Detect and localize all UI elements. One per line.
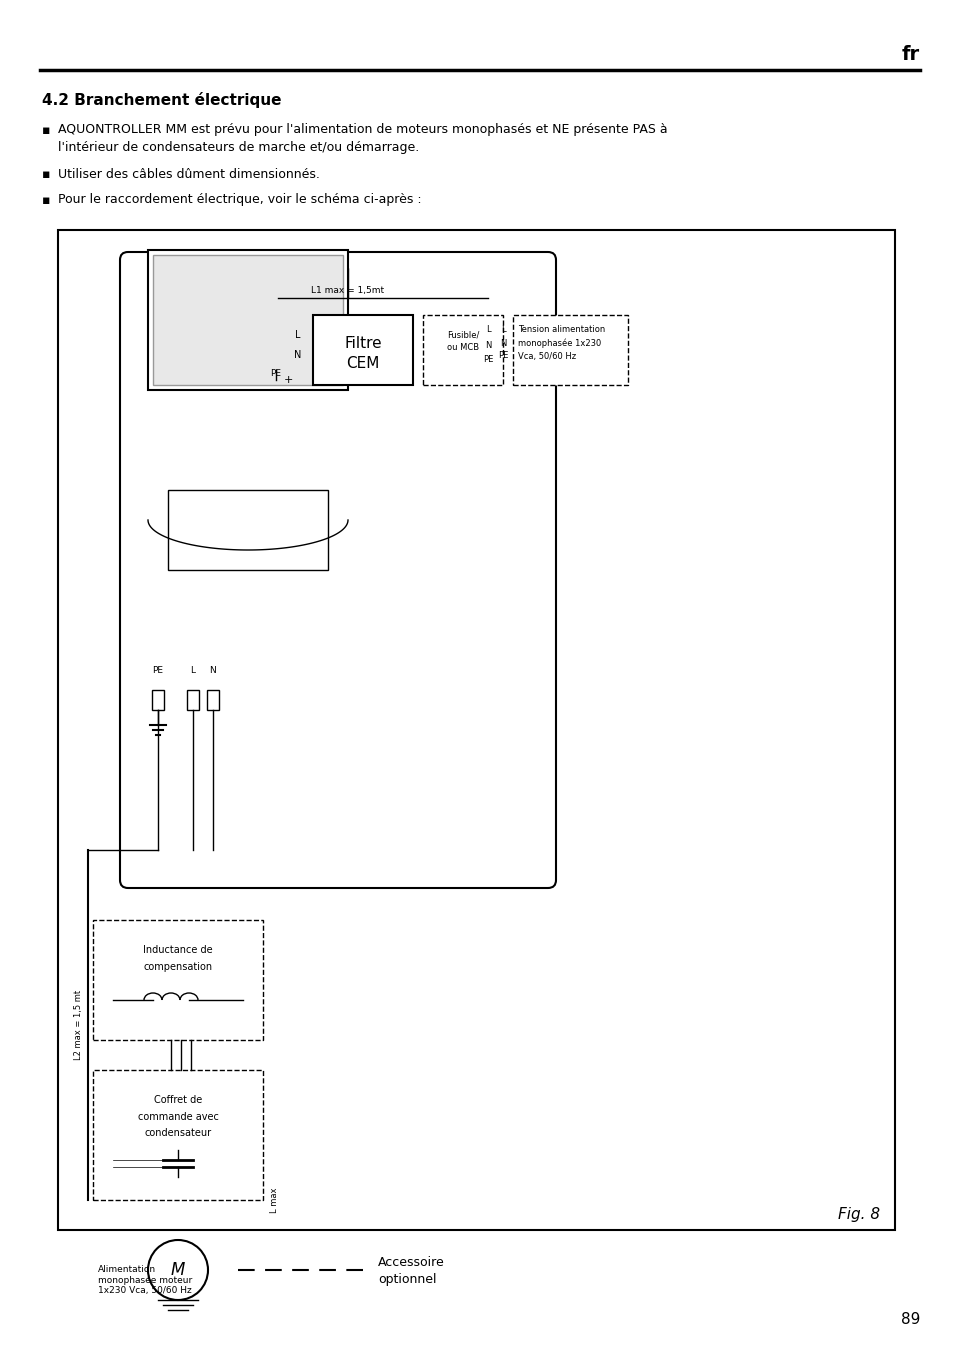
Bar: [152, 690, 164, 710]
Text: Vca, 50/60 Hz: Vca, 50/60 Hz: [517, 352, 576, 361]
Text: ▪: ▪: [42, 169, 51, 181]
Bar: [207, 690, 219, 710]
Text: L2 max = 1,5 mt: L2 max = 1,5 mt: [73, 990, 82, 1060]
Bar: [422, 315, 502, 385]
Text: condensateur: condensateur: [144, 1128, 212, 1138]
Text: Fusible/: Fusible/: [446, 330, 478, 339]
Bar: [293, 270, 307, 285]
Text: L: L: [485, 326, 490, 334]
Text: Filtre: Filtre: [344, 335, 381, 350]
Bar: [313, 315, 413, 385]
Text: +: +: [283, 375, 293, 385]
Text: Pour le raccordement électrique, voir le schéma ci-après :: Pour le raccordement électrique, voir le…: [58, 193, 421, 207]
Bar: [187, 690, 199, 710]
Bar: [92, 1069, 263, 1201]
Text: L: L: [294, 330, 300, 339]
Bar: [317, 270, 332, 285]
Text: L max: L max: [271, 1187, 279, 1213]
Text: monophasée 1x230: monophasée 1x230: [517, 338, 600, 347]
Text: ▪: ▪: [42, 193, 51, 207]
Text: PE: PE: [497, 352, 508, 361]
Text: commande avec: commande avec: [137, 1111, 218, 1122]
Bar: [513, 315, 627, 385]
Text: N: N: [499, 338, 506, 347]
Text: 4.2 Branchement électrique: 4.2 Branchement électrique: [42, 92, 281, 108]
Text: Tension alimentation: Tension alimentation: [517, 326, 604, 334]
Text: l'intérieur de condensateurs de marche et/ou démarrage.: l'intérieur de condensateurs de marche e…: [58, 141, 418, 154]
Bar: [168, 489, 328, 571]
Bar: [257, 268, 348, 297]
Text: Accessoire: Accessoire: [377, 1256, 444, 1268]
Text: ▪: ▪: [42, 123, 51, 137]
Text: CEM: CEM: [346, 356, 379, 370]
Text: L1 max = 1,5mt: L1 max = 1,5mt: [311, 285, 384, 295]
Text: ou MCB: ou MCB: [446, 343, 478, 353]
Text: fr: fr: [901, 46, 919, 65]
FancyBboxPatch shape: [120, 251, 556, 888]
Text: Utiliser des câbles dûment dimensionnés.: Utiliser des câbles dûment dimensionnés.: [58, 169, 319, 181]
Text: N: N: [484, 341, 491, 350]
Text: 89: 89: [900, 1313, 919, 1328]
Bar: [58, 230, 894, 1230]
Bar: [92, 919, 263, 1040]
Text: optionnel: optionnel: [377, 1274, 436, 1287]
Text: AQUONTROLLER MM est prévu pour l'alimentation de moteurs monophasés et NE présen: AQUONTROLLER MM est prévu pour l'aliment…: [58, 123, 667, 137]
Text: PE: PE: [271, 369, 281, 377]
Text: PE: PE: [152, 667, 163, 675]
Bar: [268, 270, 282, 285]
Bar: [152, 256, 343, 385]
Bar: [148, 250, 348, 389]
Text: N: N: [210, 667, 216, 675]
Text: N: N: [294, 350, 301, 360]
Text: Inductance de: Inductance de: [143, 945, 213, 955]
Text: compensation: compensation: [143, 963, 213, 972]
Text: Alimentation
monophasée moteur
1x230 Vca, 50/60 Hz: Alimentation monophasée moteur 1x230 Vca…: [98, 1265, 193, 1295]
Text: M: M: [171, 1261, 185, 1279]
Text: Fig. 8: Fig. 8: [837, 1207, 879, 1222]
Text: L: L: [500, 326, 505, 334]
Text: Coffret de: Coffret de: [153, 1095, 202, 1105]
Text: PE: PE: [482, 356, 493, 365]
Text: L: L: [191, 667, 195, 675]
